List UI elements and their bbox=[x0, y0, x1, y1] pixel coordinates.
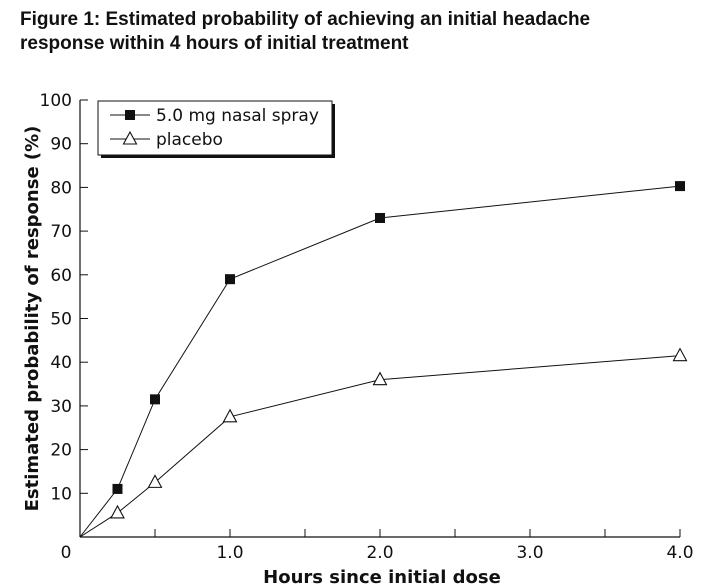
data-point-square bbox=[112, 483, 123, 494]
y-tick-label: 60 bbox=[50, 266, 72, 286]
data-point-square bbox=[675, 181, 685, 192]
legend-label: placebo bbox=[156, 130, 223, 150]
legend-label: 5.0 mg nasal spray bbox=[156, 106, 319, 126]
chart-title: Figure 1: Estimated probability of achie… bbox=[20, 8, 590, 56]
legend-box bbox=[97, 100, 333, 156]
data-point-triangle bbox=[222, 408, 238, 423]
y-tick-label: 40 bbox=[50, 353, 72, 373]
data-point-triangle bbox=[122, 130, 138, 145]
x-tick-label: 0 bbox=[61, 543, 72, 563]
y-tick-label: 10 bbox=[50, 484, 72, 504]
series-line-0 bbox=[79, 185, 681, 538]
data-point-triangle bbox=[372, 371, 388, 386]
y-tick-label: 70 bbox=[50, 222, 72, 242]
y-tick-label: 90 bbox=[50, 135, 72, 155]
chart-title-line-1: Figure 1: Estimated probability of achie… bbox=[20, 9, 591, 30]
y-tick-label: 50 bbox=[50, 310, 72, 330]
y-axis-title: Estimated probability of response (%) bbox=[22, 126, 43, 512]
y-tick-label: 20 bbox=[50, 441, 72, 461]
data-point-triangle bbox=[147, 474, 163, 488]
chart-title-line-2: response within 4 hours of initial treat… bbox=[20, 33, 409, 54]
y-tick-label: 100 bbox=[40, 91, 72, 111]
y-tick-label: 30 bbox=[50, 397, 72, 417]
x-tick-label: 2.0 bbox=[366, 543, 393, 563]
data-point-triangle bbox=[672, 347, 688, 362]
data-point-square bbox=[375, 212, 385, 223]
x-axis-title: Hours since initial dose bbox=[263, 567, 501, 588]
x-tick-label: 3.0 bbox=[516, 543, 543, 563]
x-tick-label: 1.0 bbox=[216, 543, 243, 563]
data-point-square bbox=[225, 274, 235, 285]
y-tick-label: 80 bbox=[50, 178, 72, 198]
x-tick-label: 4.0 bbox=[666, 543, 693, 563]
data-point-square bbox=[125, 110, 135, 120]
data-point-square bbox=[150, 394, 160, 405]
data-point-triangle bbox=[110, 504, 125, 519]
